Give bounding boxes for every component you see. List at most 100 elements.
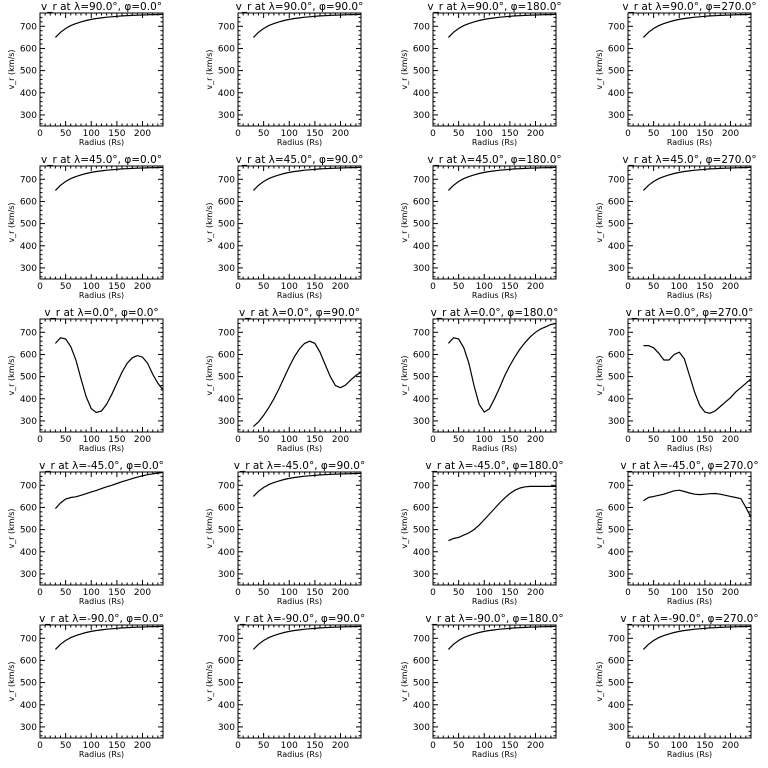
x-tick-label: 0 [430,129,436,139]
x-tick-label: 100 [281,435,298,445]
x-tick-label: 200 [332,129,349,139]
plot-frame [432,471,557,586]
x-tick-label: 200 [134,741,151,751]
y-tick-label: 700 [413,634,430,644]
plot-frame [432,318,557,433]
x-tick-label: 200 [332,588,349,598]
x-tick-label: 0 [37,129,43,139]
x-tick-label: 0 [430,435,436,445]
panel-title: v_r at λ=-45.0°, φ=180.0° [425,460,563,472]
x-tick-label: 50 [258,435,270,445]
x-axis-label: Radius (Rs) [277,444,322,453]
x-axis-label: Radius (Rs) [79,750,124,759]
x-axis-label: Radius (Rs) [667,138,712,147]
y-tick-label: 400 [218,395,235,405]
y-tick-label: 600 [608,197,625,207]
y-tick-label: 500 [20,526,37,536]
x-tick-label: 100 [476,282,493,292]
y-tick-label: 500 [218,526,235,536]
x-axis-label: Radius (Rs) [472,444,517,453]
x-tick-label: 200 [527,282,544,292]
x-tick-label: 50 [648,741,660,751]
panel-title: v_r at λ=90.0°, φ=180.0° [427,1,561,13]
x-tick-label: 100 [476,435,493,445]
x-tick-label: 100 [83,588,100,598]
y-tick-label: 400 [218,548,235,558]
y-tick-label: 600 [413,503,430,513]
x-tick-label: 50 [60,435,72,445]
x-tick-label: 150 [306,588,323,598]
panel-18: v_r at λ=-90.0°, φ=90.0° 0 50 100 150 200 300 4… [205,613,365,759]
y-tick-label: 400 [20,242,37,252]
y-tick-label: 400 [608,89,625,99]
plot-frame [432,12,557,127]
panel-6: v_r at λ=45.0°, φ=90.0° 0 50 100 150 200 300 40… [205,154,363,300]
x-tick-label: 200 [134,588,151,598]
x-tick-label: 0 [37,588,43,598]
y-tick-label: 700 [218,634,235,644]
y-tick-label: 500 [608,526,625,536]
velocity-curve [642,625,752,650]
plot-frame [39,318,164,433]
x-tick-label: 100 [281,588,298,598]
x-tick-label: 100 [671,282,688,292]
y-tick-label: 600 [413,44,430,54]
y-tick-label: 600 [413,350,430,360]
y-tick-label: 700 [218,22,235,32]
y-tick-label: 700 [20,481,37,491]
panel-9: v_r at λ=0.0°, φ=0.0° 0 50 100 150 200 300 400 5… [7,307,164,453]
y-tick-label: 300 [218,723,235,733]
x-tick-label: 200 [527,435,544,445]
plot-frame [39,624,164,739]
y-tick-label: 700 [20,175,37,185]
x-tick-label: 200 [332,282,349,292]
y-axis-label: v_r (km/s) [7,355,16,395]
y-axis-label: v_r (km/s) [595,49,604,89]
x-tick-label: 50 [60,588,72,598]
y-tick-label: 500 [20,220,37,230]
y-axis-label: v_r (km/s) [400,49,409,89]
y-tick-label: 500 [218,220,235,230]
x-tick-label: 150 [696,741,713,751]
y-tick-label: 400 [218,242,235,252]
y-tick-label: 700 [608,481,625,491]
plot-frame [237,624,362,739]
y-tick-label: 500 [413,220,430,230]
plot-frame [237,165,362,280]
y-tick-label: 500 [413,67,430,77]
y-tick-label: 400 [608,242,625,252]
x-tick-label: 100 [83,282,100,292]
y-tick-label: 300 [20,570,37,580]
y-axis-label: v_r (km/s) [400,508,409,548]
x-axis-label: Radius (Rs) [277,597,322,606]
x-tick-label: 100 [476,741,493,751]
panel-8: v_r at λ=45.0°, φ=270.0° 0 50 100 150 200 300 4… [595,154,757,300]
x-tick-label: 50 [60,741,72,751]
x-axis-label: Radius (Rs) [79,291,124,300]
x-tick-label: 0 [430,741,436,751]
x-tick-label: 150 [501,282,518,292]
y-axis-label: v_r (km/s) [595,661,604,701]
plot-frame [627,624,752,739]
x-tick-label: 150 [696,435,713,445]
panel-title: v_r at λ=0.0°, φ=90.0° [239,307,360,319]
velocity-curve [643,345,752,414]
x-tick-label: 0 [235,129,241,139]
plot-frame [237,471,362,586]
y-tick-label: 400 [413,242,430,252]
x-tick-label: 150 [501,435,518,445]
y-tick-label: 400 [218,701,235,711]
x-tick-label: 100 [281,129,298,139]
velocity-curve [447,13,557,38]
panel-title: v_r at λ=-90.0°, φ=0.0° [39,613,164,625]
velocity-curve [252,13,362,38]
y-tick-label: 300 [218,570,235,580]
x-tick-label: 50 [648,129,660,139]
panel-2: v_r at λ=90.0°, φ=90.0° 0 50 100 150 200 300 40… [205,1,363,147]
y-tick-label: 600 [20,197,37,207]
y-tick-label: 700 [608,328,625,338]
panel-title: v_r at λ=90.0°, φ=0.0° [41,1,162,13]
x-tick-label: 200 [134,435,151,445]
y-tick-label: 300 [218,417,235,427]
y-axis-label: v_r (km/s) [7,508,16,548]
